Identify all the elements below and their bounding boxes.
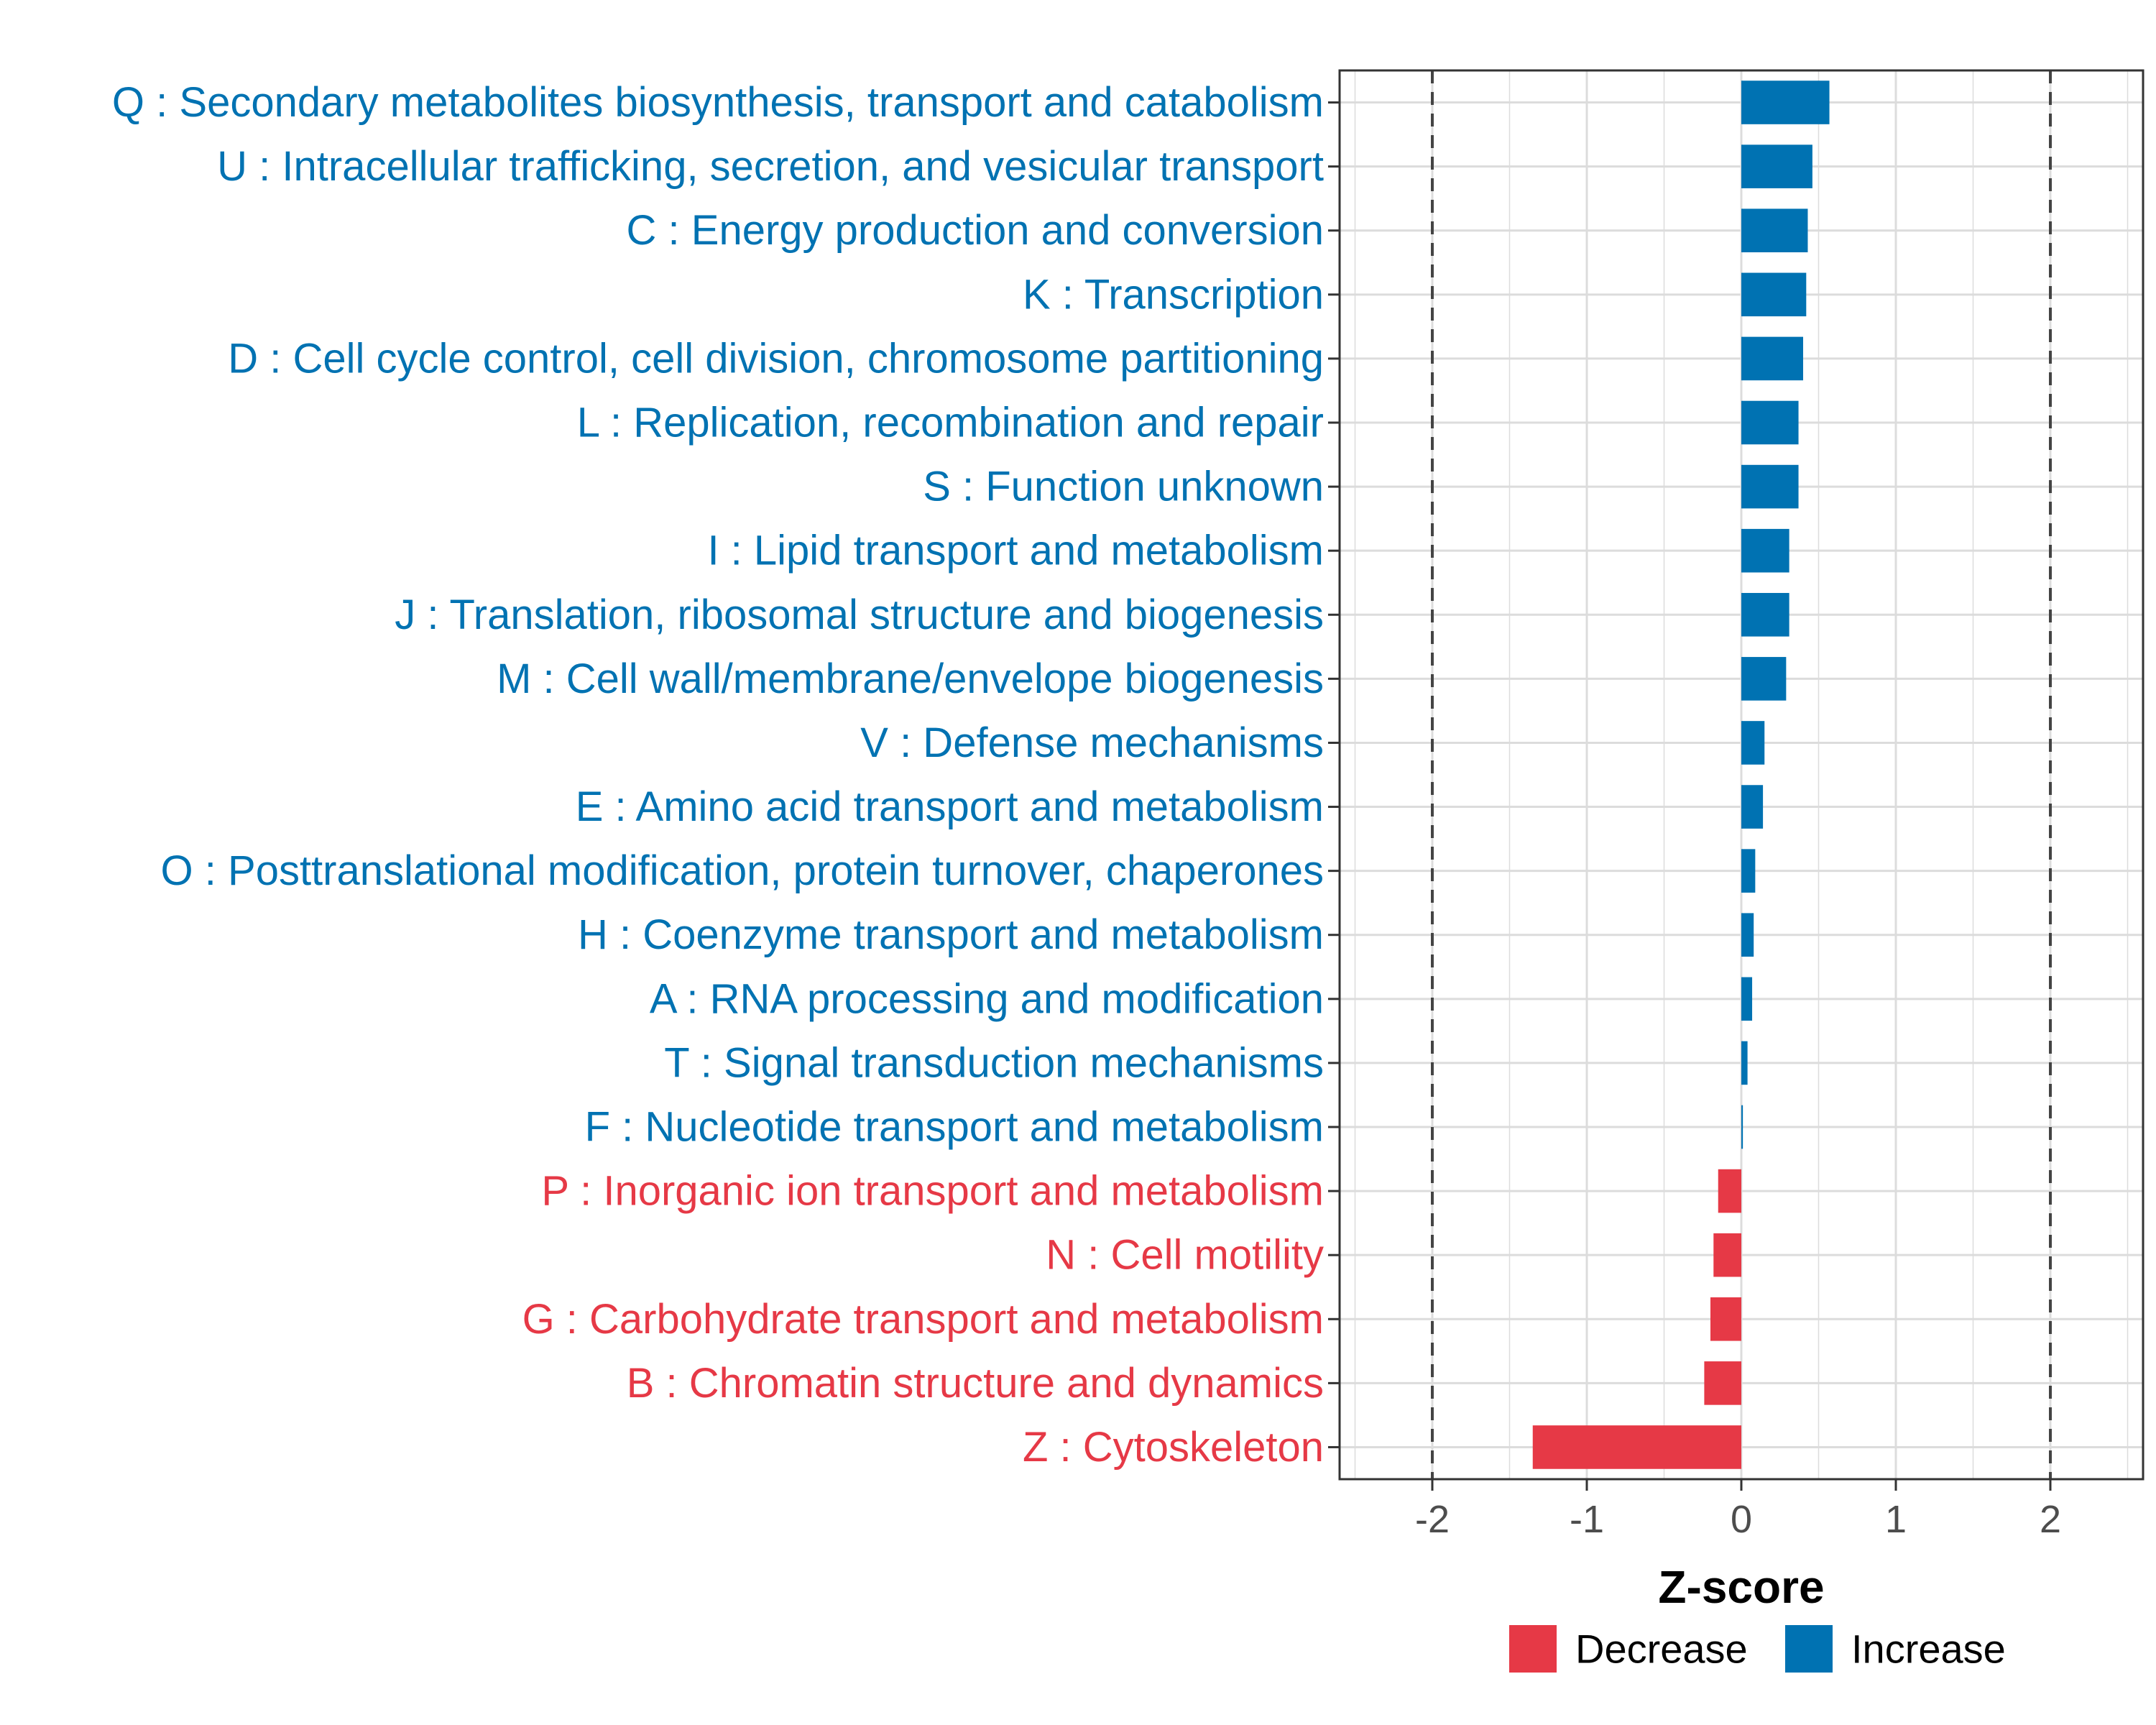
category-label: N : Cell motility xyxy=(1046,1232,1324,1279)
category-label: V : Defense mechanisms xyxy=(860,719,1324,766)
bar xyxy=(1741,657,1787,701)
bars xyxy=(1532,80,1830,1469)
category-label: U : Intracellular trafficking, secretion… xyxy=(217,143,1324,190)
bar xyxy=(1710,1297,1741,1341)
bar xyxy=(1741,144,1812,188)
bar xyxy=(1741,336,1803,381)
bar xyxy=(1741,592,1789,637)
axis-ticks: -2 -1 0 1 2 xyxy=(1328,101,2061,1541)
bar xyxy=(1741,208,1808,253)
bar xyxy=(1741,1041,1748,1085)
bar xyxy=(1704,1361,1741,1405)
x-tick-label: 2 xyxy=(2040,1498,2061,1541)
bar xyxy=(1741,80,1830,124)
category-label: I : Lipid transport and metabolism xyxy=(707,528,1324,574)
x-axis-title: Z-score xyxy=(1658,1561,1824,1613)
bar xyxy=(1741,1105,1743,1149)
legend-swatch xyxy=(1509,1625,1557,1673)
bar xyxy=(1741,849,1756,893)
bar xyxy=(1741,464,1799,509)
bar xyxy=(1741,528,1789,573)
category-label: D : Cell cycle control, cell division, c… xyxy=(228,335,1324,382)
category-label: G : Carbohydrate transport and metabolis… xyxy=(522,1296,1324,1343)
bar xyxy=(1532,1425,1741,1469)
category-label: C : Energy production and conversion xyxy=(627,207,1324,254)
bar xyxy=(1741,913,1754,957)
x-tick-label: 1 xyxy=(1885,1498,1907,1541)
x-tick-label: 0 xyxy=(1731,1498,1752,1541)
category-label: L : Replication, recombination and repai… xyxy=(577,400,1324,446)
reference-lines xyxy=(1431,70,2052,1479)
category-label: B : Chromatin structure and dynamics xyxy=(627,1360,1324,1407)
bar xyxy=(1741,785,1764,829)
legend-label: Decrease xyxy=(1575,1627,1748,1672)
bar xyxy=(1718,1169,1741,1213)
bar xyxy=(1741,272,1807,317)
category-label: Z : Cytoskeleton xyxy=(1023,1424,1324,1471)
category-label: F : Nucleotide transport and metabolism xyxy=(585,1104,1324,1151)
legend: Decrease Increase xyxy=(1509,1625,2006,1673)
category-label: T : Signal transduction mechanisms xyxy=(664,1039,1324,1086)
category-label: E : Amino acid transport and metabolism xyxy=(576,783,1324,830)
category-label: J : Translation, ribosomal structure and… xyxy=(395,592,1324,638)
category-label: P : Inorganic ion transport and metaboli… xyxy=(541,1168,1324,1215)
category-label: H : Coenzyme transport and metabolism xyxy=(578,911,1324,958)
category-label: Q : Secondary metabolites biosynthesis, … xyxy=(112,79,1324,126)
x-tick-label: -1 xyxy=(1570,1498,1604,1541)
bar xyxy=(1741,977,1753,1021)
category-label: O : Posttranslational modification, prot… xyxy=(161,847,1324,894)
bar xyxy=(1741,400,1799,445)
x-tick-label: -2 xyxy=(1415,1498,1450,1541)
bar xyxy=(1741,721,1765,765)
bar xyxy=(1713,1233,1741,1277)
category-label: K : Transcription xyxy=(1023,271,1324,318)
category-label: M : Cell wall/membrane/envelope biogenes… xyxy=(497,656,1324,702)
legend-label: Increase xyxy=(1851,1627,2006,1672)
category-label: A : RNA processing and modification xyxy=(650,975,1324,1022)
category-labels: Q : Secondary metabolites biosynthesis, … xyxy=(112,79,1324,1471)
category-label: S : Function unknown xyxy=(923,464,1324,510)
legend-swatch xyxy=(1785,1625,1833,1673)
